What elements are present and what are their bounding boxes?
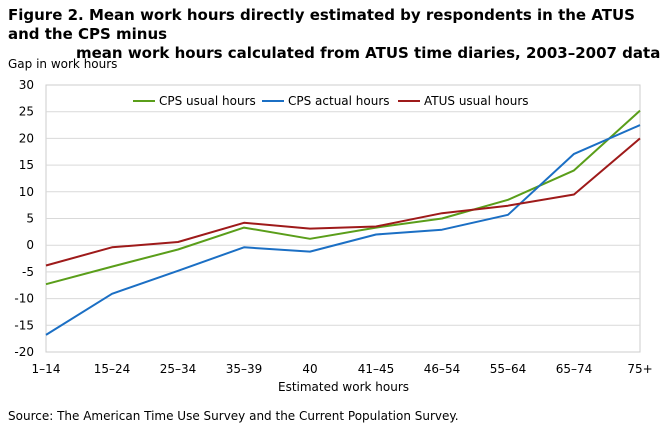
legend-label-2: CPS actual hours — [288, 94, 390, 108]
y-tick-label: 10 — [19, 185, 34, 199]
y-tick-label: 15 — [19, 158, 34, 172]
x-tick-label: 75+ — [627, 362, 652, 376]
x-tick-label: 55–64 — [490, 362, 527, 376]
y-tick-label: -10 — [14, 292, 34, 306]
series-line-2 — [45, 124, 641, 336]
source-note: Source: The American Time Use Survey and… — [8, 409, 459, 423]
y-tick-label: 0 — [26, 238, 34, 252]
x-tick-label: 25–34 — [160, 362, 197, 376]
y-axis-label: Gap in work hours — [8, 57, 118, 71]
y-tick-label: 25 — [19, 105, 34, 119]
chart-title: Figure 2. Mean work hours directly estim… — [8, 6, 668, 63]
y-tick-label: -20 — [14, 345, 34, 359]
x-tick-label: 65–74 — [556, 362, 593, 376]
y-tick-label: 20 — [19, 131, 34, 145]
y-tick-label: 30 — [19, 78, 34, 92]
x-axis-label-wrap: Estimated work hours — [0, 380, 671, 394]
x-tick-label: 15–24 — [94, 362, 131, 376]
series-line-3 — [45, 137, 641, 267]
y-tick-label: -5 — [22, 265, 34, 279]
x-tick-label: 35–39 — [226, 362, 263, 376]
x-axis-label: Estimated work hours — [277, 380, 410, 394]
legend-label-1: CPS usual hours — [159, 94, 256, 108]
y-tick-label: -15 — [14, 318, 34, 332]
y-tick-label: 5 — [26, 212, 34, 226]
x-tick-label: 1–14 — [32, 362, 61, 376]
chart-title-line1: Figure 2. Mean work hours directly estim… — [8, 6, 635, 43]
chart-title-line2: mean work hours calculated from ATUS tim… — [76, 44, 661, 62]
x-tick-label: 41–45 — [358, 362, 395, 376]
x-tick-label: 46–54 — [424, 362, 461, 376]
x-tick-label: 40 — [302, 362, 317, 376]
legend-label-3: ATUS usual hours — [424, 94, 529, 108]
